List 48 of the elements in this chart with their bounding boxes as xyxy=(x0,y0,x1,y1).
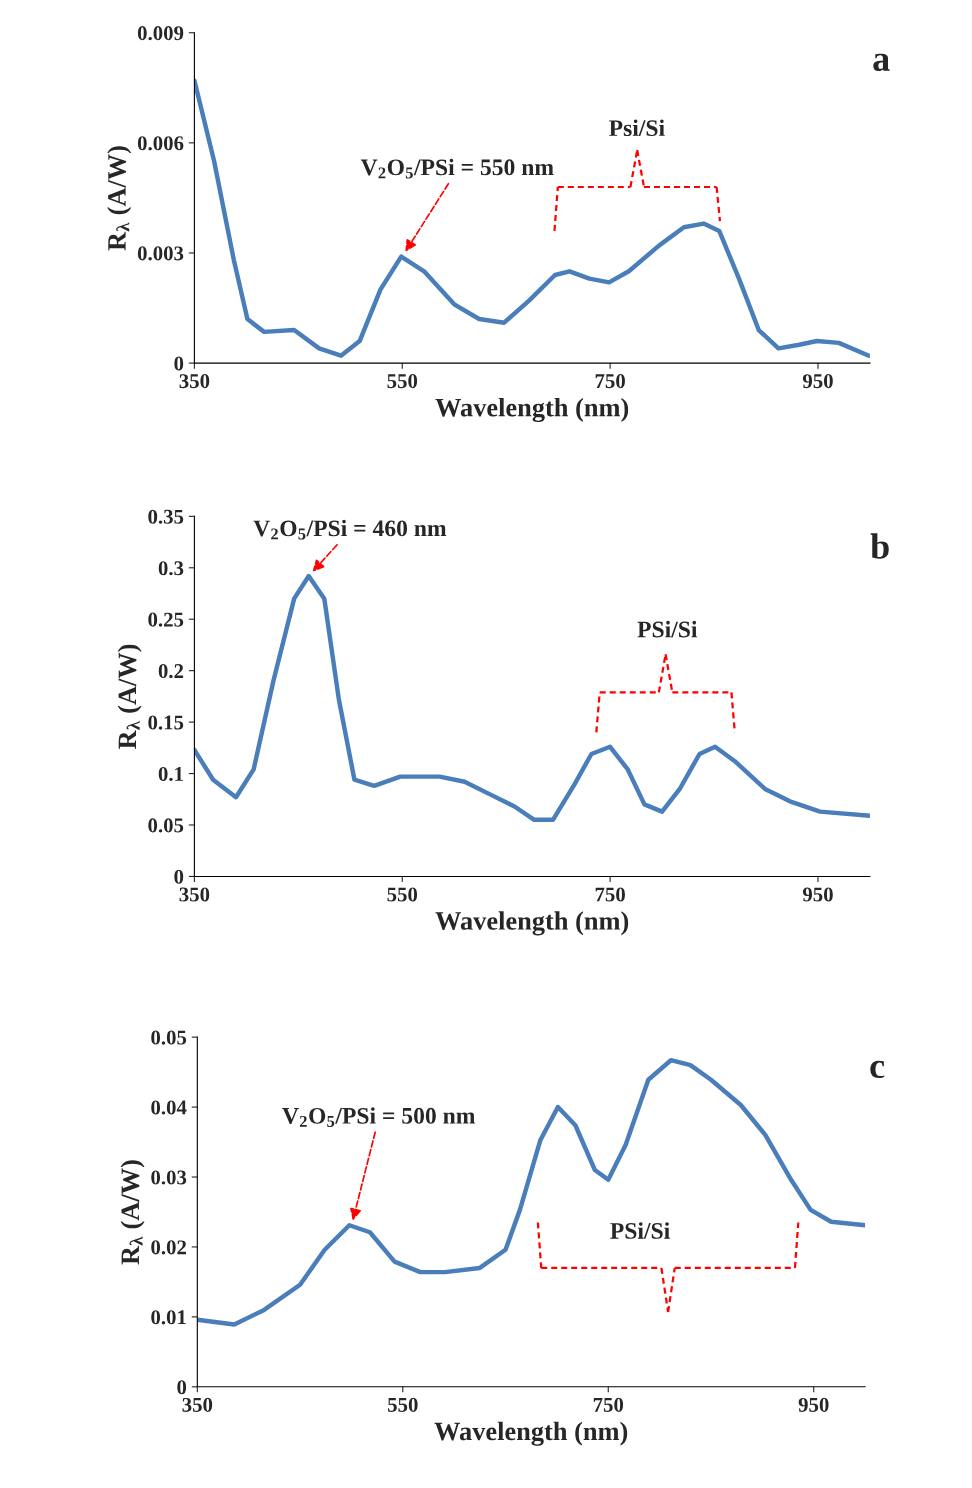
x-tick-label: 950 xyxy=(802,887,833,902)
y-tick-label: 0.25 xyxy=(148,612,184,627)
chart-title: b xyxy=(870,533,889,559)
annotation: V$_{2}$O$_{5}$/PSi = 460 nm xyxy=(253,519,447,540)
x-tick-label: 750 xyxy=(595,374,625,389)
y-axis-title: R$_{λ}$ (A/W) xyxy=(120,1160,145,1265)
x-tick-label: 550 xyxy=(387,887,418,902)
y-tick-label: 0 xyxy=(174,869,184,884)
x-axis-title: Wavelength (nm) xyxy=(434,1421,628,1446)
x-tick-label: 950 xyxy=(798,1397,829,1412)
y-tick-label: 0.006 xyxy=(137,136,184,151)
y-tick-label: 0.05 xyxy=(151,1030,187,1045)
y-tick-label: 0.05 xyxy=(148,818,184,833)
x-axis-title: Wavelength (nm) xyxy=(435,397,629,423)
y-tick-label: 0.009 xyxy=(137,26,184,41)
x-tick-label: 350 xyxy=(179,887,210,902)
annotation: V$_{2}$O$_{5}$/PSi = 500 nm xyxy=(282,1107,476,1127)
x-tick-label: 750 xyxy=(595,887,625,902)
y-tick-label: 0.003 xyxy=(137,246,184,261)
y-tick-label: 0.02 xyxy=(151,1240,186,1255)
x-tick-label: 550 xyxy=(387,1397,418,1412)
chart-title: c xyxy=(870,1060,885,1079)
y-tick-label: 0.35 xyxy=(148,509,184,524)
y-tick-label: 0.1 xyxy=(158,766,183,782)
x-tick-label: 350 xyxy=(182,1397,213,1412)
x-tick-label: 950 xyxy=(802,374,833,389)
y-tick-label: 0.03 xyxy=(151,1170,187,1185)
annotation: Psi/Si xyxy=(609,119,665,137)
x-axis-title: Wavelength (nm) xyxy=(435,911,629,936)
chart-title: a xyxy=(873,53,890,72)
y-tick-label: 0.15 xyxy=(148,715,184,730)
line-series xyxy=(197,1057,866,1327)
y-tick-label: 0.3 xyxy=(158,561,184,576)
x-tick-label: 350 xyxy=(179,374,210,389)
x-tick-label: 750 xyxy=(593,1397,624,1412)
y-axis-title: R$_{λ}$ (A/W) xyxy=(117,644,142,749)
y-tick-label: 0 xyxy=(174,356,184,371)
y-axis-title: R$_{λ}$ (A/W) xyxy=(107,146,132,251)
y-tick-label: 0.2 xyxy=(158,664,184,679)
y-tick-label: 0 xyxy=(177,1380,187,1395)
line-series xyxy=(194,573,870,823)
annotation: PSi/Si xyxy=(610,1222,670,1239)
x-tick-label: 550 xyxy=(387,374,418,389)
y-tick-label: 0.01 xyxy=(151,1310,186,1325)
line-series xyxy=(194,78,870,358)
annotation: PSi/Si xyxy=(637,620,698,638)
y-tick-label: 0.04 xyxy=(151,1100,187,1115)
annotation: V$_{2}$O$_{5}$/PSi = 550 nm xyxy=(360,158,554,179)
